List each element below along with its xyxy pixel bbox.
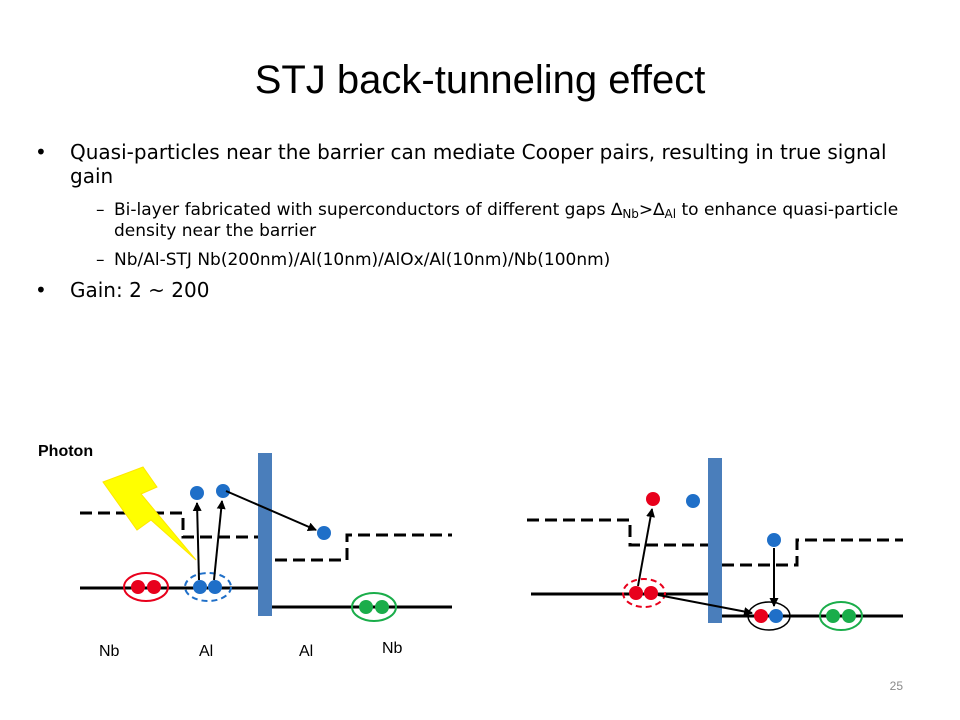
nb-subscript: Nb [622, 207, 639, 221]
sub-bullet-dash: – [96, 249, 105, 270]
slide-title: STJ back-tunneling effect [254, 58, 706, 102]
sub-bullet-2: – Nb/Al-STJ Nb(200nm)/Al(10nm)/AlOx/Al(1… [30, 250, 920, 270]
quasiparticle-dot [646, 492, 660, 506]
broken-pair-ring [184, 572, 232, 602]
greater-than: > [638, 200, 654, 220]
bullet-2: • Gain: 2 ~ 200 [30, 278, 920, 302]
cooper-pair-electron [754, 609, 768, 623]
sub-bullet-1-pre: Bi-layer fabricated with superconductors… [114, 200, 611, 220]
quasiparticle-dot [317, 526, 331, 540]
cooper-pair-ring [819, 601, 863, 631]
sub-bullet-2-text: Nb/Al-STJ Nb(200nm)/Al(10nm)/AlOx/Al(10n… [114, 249, 611, 270]
cooper-pair-ring [351, 592, 397, 622]
excitation-arrow [213, 500, 226, 581]
cooper-pair-electron [375, 600, 389, 614]
cooper-pair-electron [147, 580, 161, 594]
quasiparticle-dot [686, 494, 700, 508]
gap-level-left-dashed [527, 518, 708, 547]
cooper-pair-electron [131, 580, 145, 594]
quasiparticle-dot [190, 486, 204, 500]
cooper-pair-electron [359, 600, 373, 614]
photon-lightning-icon [102, 466, 197, 561]
cooper-pair-electron [842, 609, 856, 623]
excitation-arrow [637, 508, 655, 587]
cooper-pair-electron [826, 609, 840, 623]
delta-symbol: ∆ [610, 200, 623, 220]
bullet-list: • Quasi-particles near the barrier can m… [30, 140, 920, 314]
left-diagram: Photon Nb Al Al Nb [38, 443, 452, 660]
bullet-2-text: Gain: 2 ~ 200 [70, 278, 210, 303]
cooper-pair-ring [123, 572, 169, 602]
tunnel-barrier [708, 458, 722, 623]
excitation-arrow [192, 502, 202, 581]
right-diagram [527, 458, 903, 631]
delta-symbol: ∆ [653, 200, 665, 220]
cooper-pair-ring [622, 578, 666, 608]
quasiparticle-dot [216, 484, 230, 498]
quasiparticle-dot [193, 580, 207, 594]
pairing-arrow [657, 594, 753, 616]
gap-level-right-dashed [722, 538, 903, 567]
page-number: 25 [889, 679, 903, 693]
sub-bullet-1: – Bi-layer fabricated with superconducto… [30, 200, 920, 242]
layer-label: Al [299, 643, 313, 660]
al-subscript: Al [664, 207, 677, 221]
mixed-pair-ring [747, 601, 791, 631]
layer-label: Nb [99, 643, 120, 660]
bullet-dot: • [35, 140, 47, 164]
cooper-pair-electron [644, 586, 658, 600]
bullet-1-text: Quasi-particles near the barrier can med… [70, 140, 887, 188]
cooper-pair-electron [629, 586, 643, 600]
gap-level-left-dashed [80, 511, 258, 539]
quasiparticle-dot [208, 580, 222, 594]
bullet-1: • Quasi-particles near the barrier can m… [30, 140, 920, 188]
photon-label: Photon [38, 443, 93, 460]
tunnel-barrier [258, 453, 272, 616]
sub-bullet-1-post: to enhance quasi-particle density near t… [114, 200, 899, 242]
quasiparticle-dot [769, 609, 783, 623]
gap-level-right-dashed [275, 533, 452, 562]
bullet-dot: • [35, 278, 47, 303]
quasiparticle-dot [767, 533, 781, 547]
layer-label: Nb [382, 640, 403, 657]
sub-bullet-dash: – [96, 200, 105, 220]
layer-label: Al [199, 643, 213, 660]
tunneling-arrow [225, 490, 317, 531]
